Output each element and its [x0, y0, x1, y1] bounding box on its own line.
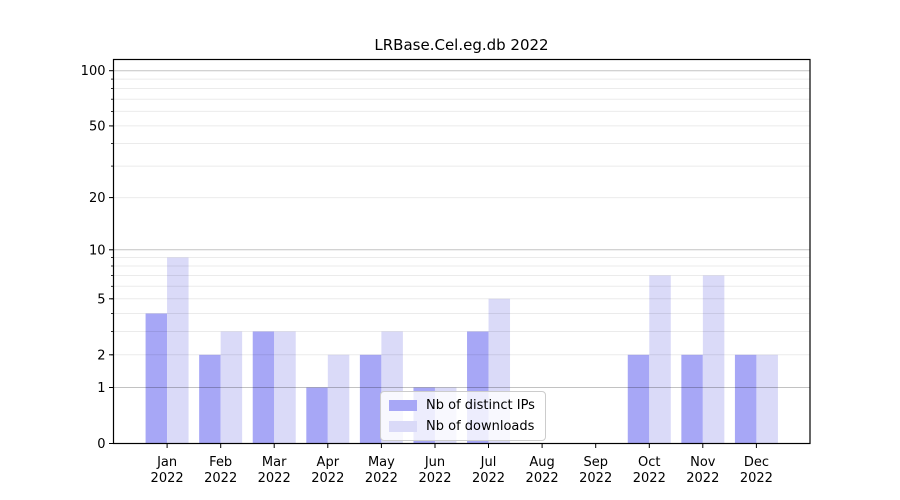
x-tick-label: Jan 2022 [151, 455, 184, 486]
y-tick-label: 10 [89, 243, 106, 258]
bar-jan-distinct-ips [145, 313, 168, 444]
bar-mar-distinct-ips [252, 331, 275, 444]
y-tick-label: 0 [97, 437, 105, 452]
x-tick-label: Jun 2022 [418, 455, 451, 486]
legend: Nb of distinct IPs Nb of downloads [380, 391, 546, 441]
bar-apr-downloads [327, 354, 350, 444]
y-tick-label: 100 [81, 64, 106, 79]
bar-oct-distinct-ips [627, 354, 650, 444]
chart-title: LRBase.Cel.eg.db 2022 [374, 36, 549, 54]
bar-nov-downloads [702, 275, 725, 444]
bar-oct-downloads [649, 275, 671, 444]
x-tick-label: May 2022 [365, 455, 398, 486]
legend-label-distinct-ips: Nb of distinct IPs [426, 398, 535, 413]
legend-swatch-distinct-ips [389, 400, 417, 411]
x-tick-label: Nov 2022 [686, 455, 719, 486]
y-tick-label: 1 [97, 381, 105, 396]
bar-feb-downloads [220, 331, 243, 444]
bar-jan-downloads [167, 257, 189, 444]
legend-label-downloads: Nb of downloads [426, 419, 535, 434]
x-tick-label: Jul 2022 [472, 455, 505, 486]
y-tick-label: 50 [89, 119, 106, 134]
bar-dec-downloads [756, 354, 778, 444]
y-tick-label: 20 [89, 191, 106, 206]
legend-item-distinct-ips: Nb of distinct IPs [389, 398, 535, 413]
x-tick-label: Oct 2022 [633, 455, 666, 486]
y-tick-label: 5 [97, 292, 105, 307]
plot-border [112, 58, 811, 445]
bar-dec-distinct-ips [734, 354, 757, 444]
bar-may-distinct-ips [359, 354, 382, 444]
bar-nov-distinct-ips [681, 354, 703, 444]
x-tick-label: Dec 2022 [740, 455, 773, 486]
y-tick-label: 2 [97, 348, 105, 363]
x-tick-label: Aug 2022 [526, 455, 559, 486]
legend-swatch-downloads [389, 421, 417, 432]
x-tick-label: Apr 2022 [311, 455, 344, 486]
legend-item-downloads: Nb of downloads [389, 419, 535, 434]
x-tick-label: Mar 2022 [258, 455, 291, 486]
bar-feb-distinct-ips [199, 354, 221, 444]
x-tick-label: Sep 2022 [579, 455, 612, 486]
x-tick-label: Feb 2022 [204, 455, 237, 486]
bar-mar-downloads [274, 331, 296, 444]
bar-apr-distinct-ips [306, 387, 328, 444]
